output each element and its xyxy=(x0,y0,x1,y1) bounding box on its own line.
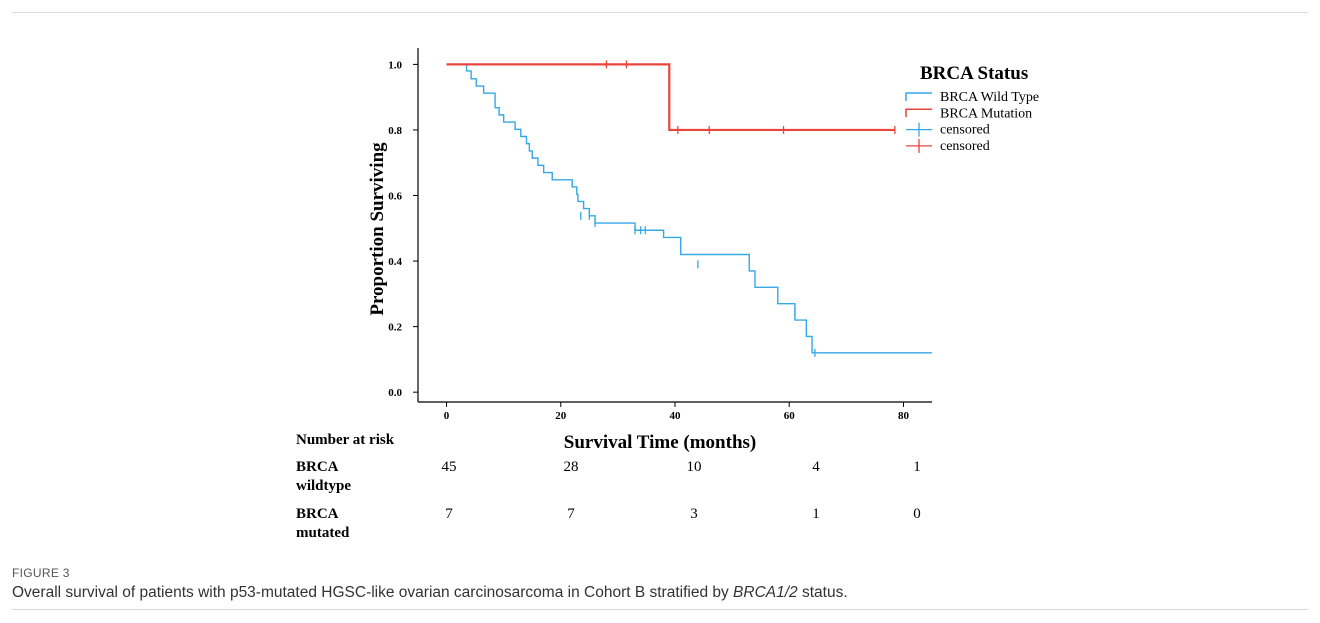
survival-curve-mutation xyxy=(446,63,895,132)
figure-label: FIGURE 3 xyxy=(12,566,70,580)
legend-title: BRCA Status xyxy=(920,63,1028,84)
risk-value-mutated-20: 7 xyxy=(567,506,575,522)
risk-value-wildtype-80: 1 xyxy=(913,459,921,475)
risk-value-wildtype-40: 10 xyxy=(686,459,702,475)
figure-caption: Overall survival of patients with p53-mu… xyxy=(12,584,848,602)
caption-gene-name: BRCA1/2 xyxy=(733,584,798,601)
risk-row-wildtype-label-2: wildtype xyxy=(296,478,352,494)
risk-value-wildtype-60: 4 xyxy=(812,459,820,475)
risk-value-mutated-80: 0 xyxy=(913,506,921,522)
risk-value-mutated-40: 3 xyxy=(690,506,698,522)
risk-value-mutated-60: 1 xyxy=(812,506,820,522)
risk-value-wildtype-20: 28 xyxy=(563,459,579,475)
legend-entry-label: BRCA Mutation xyxy=(940,106,1032,121)
caption-text-end: status. xyxy=(797,584,848,601)
y-tick-label: 0.2 xyxy=(388,322,402,334)
legend-swatch-line xyxy=(905,108,932,118)
x-tick-label: 60 xyxy=(784,410,796,422)
risk-value-mutated-0: 7 xyxy=(445,506,453,522)
y-tick-label: 1.0 xyxy=(388,59,402,71)
legend-entry-label: censored xyxy=(940,123,990,138)
survival-curve-wild-type xyxy=(446,63,932,354)
risk-row-mutated-label-2: mutated xyxy=(296,525,350,541)
x-tick-label: 20 xyxy=(555,410,567,422)
x-tick-label: 40 xyxy=(670,410,682,422)
legend-entry-label: censored xyxy=(940,139,990,154)
x-tick-label: 0 xyxy=(444,410,450,422)
figure-frame xyxy=(12,12,1308,610)
legend-swatch-line xyxy=(905,92,932,101)
y-axis-ticks: 0.0 0.2 0.4 0.6 0.8 1.0 xyxy=(388,59,418,399)
risk-table-header: Number at risk xyxy=(296,432,395,448)
survival-curves xyxy=(446,60,932,357)
y-tick-label: 0.0 xyxy=(388,387,402,399)
y-tick-label: 0.6 xyxy=(388,191,402,203)
caption-text-start: Overall survival of patients with p53-mu… xyxy=(12,584,734,601)
risk-row-mutated-label-1: BRCA xyxy=(296,506,339,522)
y-tick-label: 0.8 xyxy=(388,125,402,137)
x-axis-label: Survival Time (months) xyxy=(564,432,757,453)
x-tick-label: 80 xyxy=(898,410,910,422)
legend-entry-label: BRCA Wild Type xyxy=(940,90,1039,105)
risk-row-wildtype-label-1: BRCA xyxy=(296,459,339,475)
x-axis-ticks: 0 20 40 60 80 xyxy=(444,402,910,422)
y-tick-label: 0.4 xyxy=(388,256,402,268)
risk-value-wildtype-0: 45 xyxy=(441,459,457,475)
y-axis-label: Proportion Surviving xyxy=(367,142,388,316)
